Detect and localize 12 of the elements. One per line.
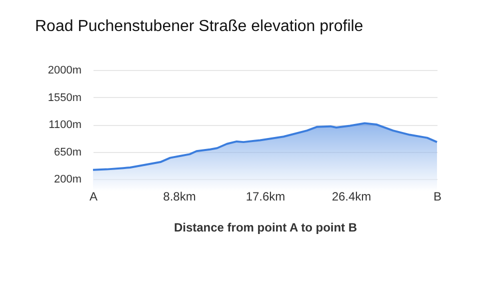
- x-tick-label: B: [433, 190, 442, 204]
- y-tick-label: 2000m: [48, 64, 82, 76]
- chart-title: Road Puchenstubener Straße elevation profile: [35, 18, 364, 35]
- y-tick-label: 200m: [54, 174, 82, 186]
- x-tick-label: 26.4km: [332, 190, 372, 204]
- x-tick-label: 8.8km: [163, 190, 196, 204]
- y-tick-label: 650m: [54, 146, 82, 158]
- x-tick-label: A: [89, 190, 98, 204]
- x-axis-title: Distance from point A to point B: [174, 220, 358, 234]
- x-tick-label: 17.6km: [246, 190, 286, 204]
- y-tick-label: 1100m: [48, 119, 82, 131]
- y-tick-label: 1550m: [48, 92, 82, 104]
